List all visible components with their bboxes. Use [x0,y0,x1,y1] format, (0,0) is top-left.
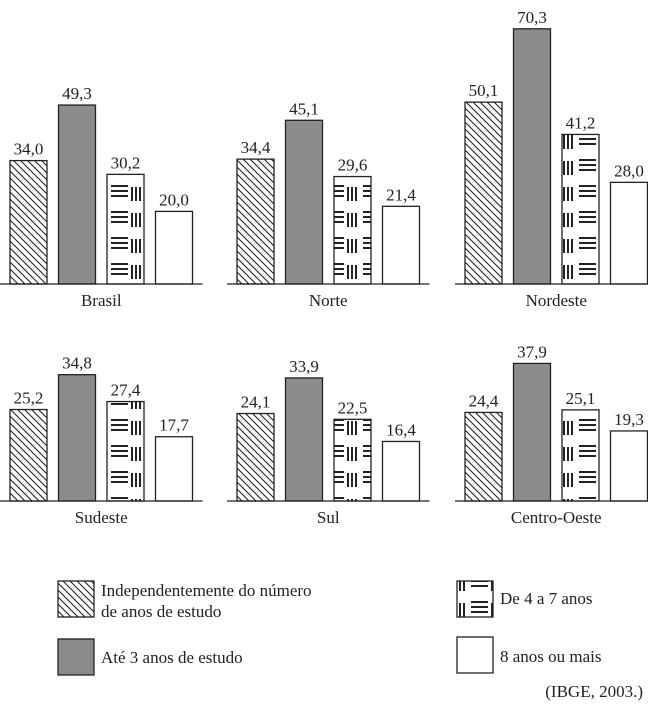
panel-title: Sudeste [75,508,128,527]
bar-diagonal [236,412,275,502]
bar-value-label: 17,7 [159,416,189,435]
bar-solid [512,28,552,285]
bar-lines [333,418,372,502]
bar-value-label: 25,2 [14,389,44,408]
panel-title: Sul [317,508,340,527]
legend-label: 8 anos ou mais [500,647,602,666]
bar-diagonal [464,101,503,285]
legend-swatch-white [456,636,494,674]
bar-lines [333,175,372,285]
bar-value-label: 21,4 [386,185,416,204]
bar-white [154,436,194,502]
bar-white [381,205,421,285]
bar-value-label: 33,9 [289,357,319,376]
bar-value-label: 41,2 [566,113,596,132]
panel-sudeste: 25,2 34,8 27,4 17,7 Sudeste [0,354,203,527]
legend-label: De 4 a 7 anos [500,589,593,608]
panel-title: Centro-Oeste [511,508,602,527]
bar-value-label: 27,4 [111,381,141,400]
legend: Independentemente do número de anos de es… [57,580,643,701]
panel-title: Brasil [81,291,122,310]
bar-value-label: 34,4 [241,138,271,157]
legend-label: Independentemente do número [101,581,312,600]
bar-value-label: 22,5 [338,398,368,417]
panel-nordeste: 50,1 70,3 41,2 28,0 Nordeste [455,8,648,310]
bar-white [154,210,194,285]
bar-lines [106,400,145,502]
bar-solid [284,377,324,502]
bar-solid [284,119,324,285]
panel-centro-oeste: 24,4 37,9 25,1 19,3 Centro-Oeste [455,342,648,527]
bar-lines [561,133,600,285]
bar-white [609,430,648,502]
panel-title: Norte [309,291,348,310]
bar-solid [57,374,97,502]
bar-white [609,181,648,285]
bar-value-label: 70,3 [517,8,547,27]
bar-value-label: 50,1 [469,81,499,100]
panel-title: Nordeste [526,291,587,310]
legend-swatch-diagonal [57,580,95,618]
bar-value-label: 16,4 [386,420,416,439]
bar-value-label: 49,3 [62,84,92,103]
bar-value-label: 24,1 [241,393,271,412]
bar-value-label: 29,6 [338,156,368,175]
bar-lines [561,409,600,502]
legend-swatch-solid [57,638,95,676]
bar-value-label: 25,1 [566,389,596,408]
panel-brasil: 34,0 49,3 30,2 20,0 Brasil [0,84,203,310]
bar-white [381,440,421,502]
bar-value-label: 30,2 [111,153,141,172]
bar-lines [106,173,145,285]
bar-value-label: 34,8 [62,354,92,373]
bar-value-label: 19,3 [614,410,644,429]
bar-diagonal [236,158,275,285]
bar-value-label: 24,4 [469,391,499,410]
bar-value-label: 28,0 [614,161,644,180]
bar-solid [57,104,97,285]
bar-value-label: 20,0 [159,190,189,209]
bar-diagonal [464,411,503,502]
bar-diagonal [9,408,48,502]
bar-solid [512,362,552,502]
bar-diagonal [9,159,48,285]
bar-value-label: 34,0 [14,140,44,159]
panel-norte: 34,4 45,1 29,6 21,4 Norte [227,99,430,310]
legend-label: Até 3 anos de estudo [101,648,243,667]
source-note: (IBGE, 2003.) [545,682,643,701]
bar-value-label: 37,9 [517,342,547,361]
panel-sul: 24,1 33,9 22,5 16,4 Sul [227,357,430,527]
legend-swatch-lines [456,580,494,618]
legend-label-line2: de anos de estudo [101,602,221,621]
bar-value-label: 45,1 [289,99,319,118]
